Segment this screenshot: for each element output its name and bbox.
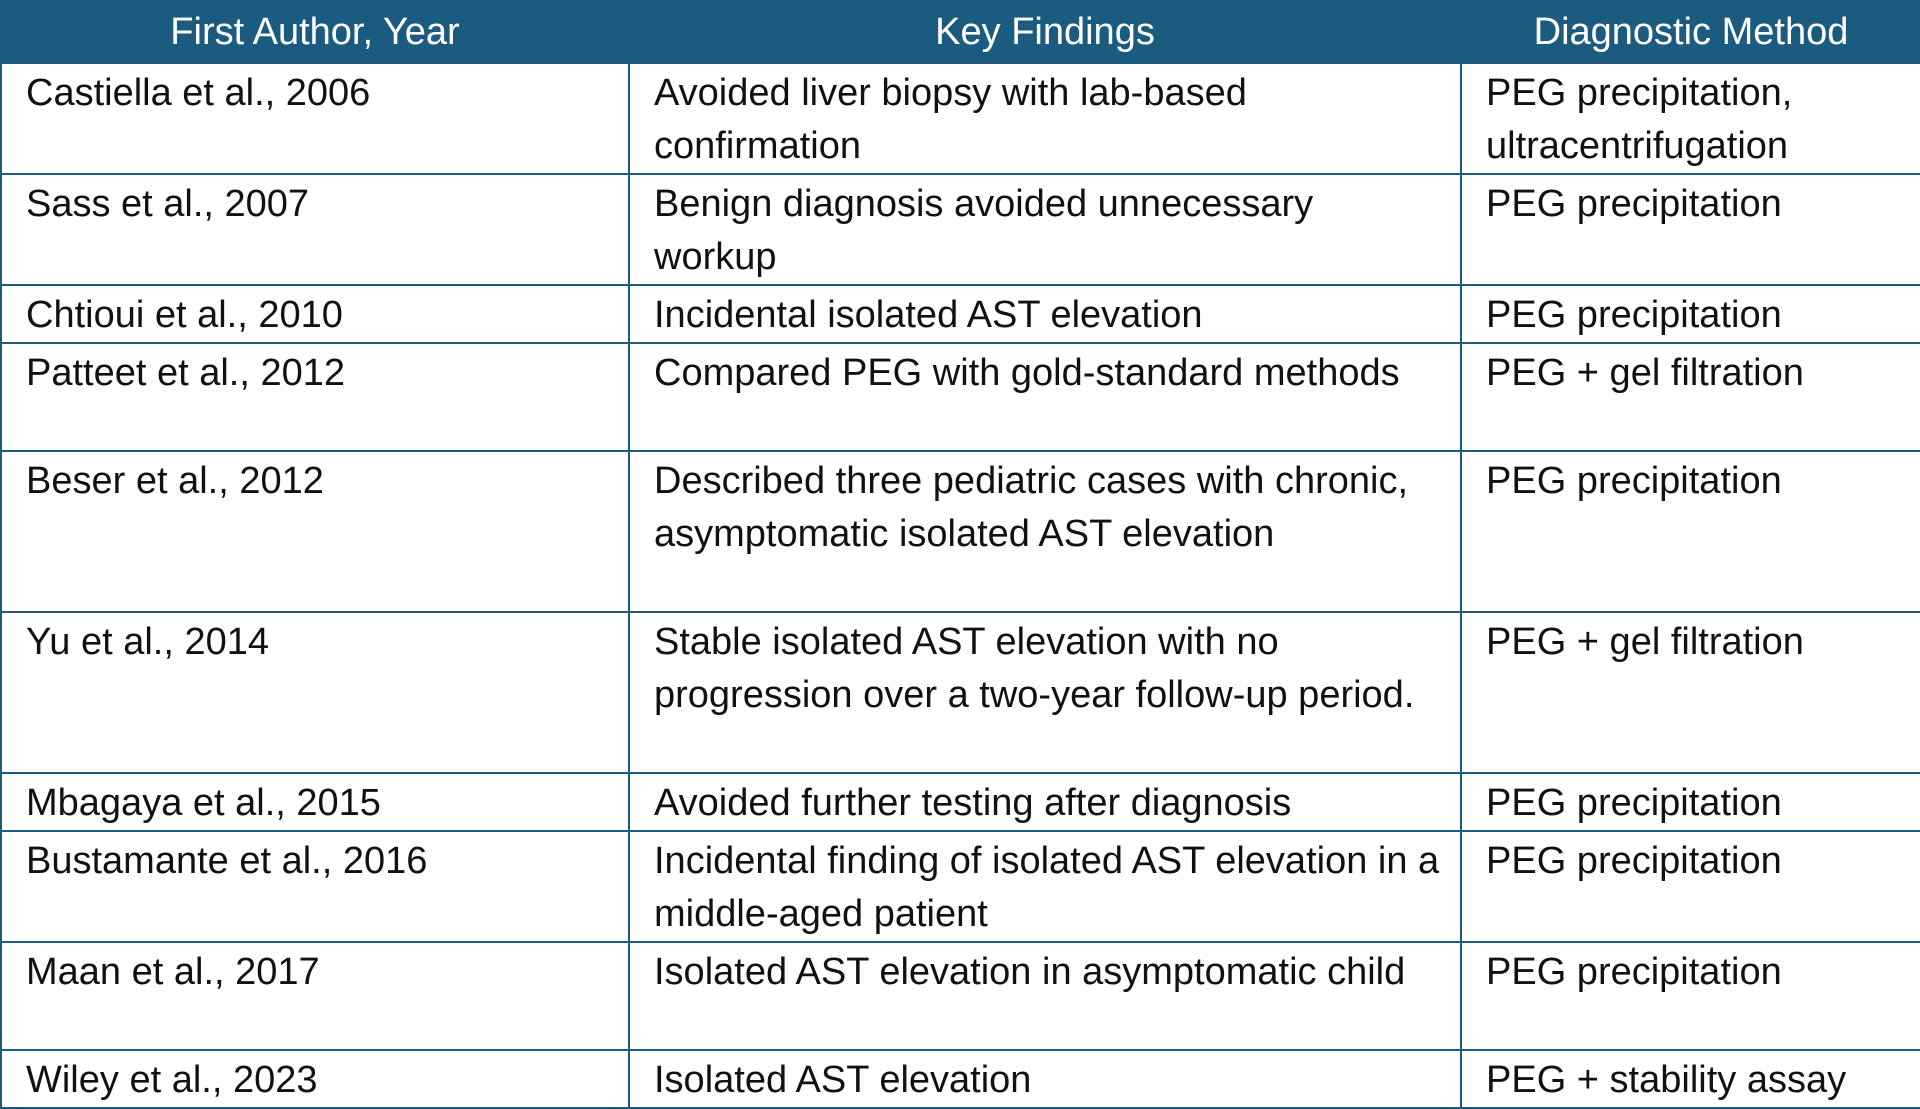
table-row: Sass et al., 2007 Benign diagnosis avoid… bbox=[0, 173, 1920, 286]
cell-key-findings: Avoided further testing after diagnosis bbox=[628, 772, 1462, 832]
cell-key-findings: Incidental finding of isolated AST eleva… bbox=[628, 830, 1462, 943]
table-row: Mbagaya et al., 2015 Avoided further tes… bbox=[0, 772, 1920, 832]
cell-diagnostic-method: PEG precipitation bbox=[1460, 941, 1920, 1051]
table-row: Beser et al., 2012 Described three pedia… bbox=[0, 450, 1920, 613]
table-row: Maan et al., 2017 Isolated AST elevation… bbox=[0, 941, 1920, 1051]
table-header-row: First Author, Year Key Findings Diagnost… bbox=[0, 0, 1920, 64]
header-diagnostic-method: Diagnostic Method bbox=[1460, 0, 1920, 64]
cell-diagnostic-method: PEG + gel filtration bbox=[1460, 342, 1920, 452]
cell-key-findings: Compared PEG with gold-standard methods bbox=[628, 342, 1462, 452]
cell-diagnostic-method: PEG precipitation bbox=[1460, 830, 1920, 943]
table-row: Chtioui et al., 2010 Incidental isolated… bbox=[0, 284, 1920, 344]
header-key-findings: Key Findings bbox=[628, 0, 1462, 64]
cell-author-year: Wiley et al., 2023 bbox=[0, 1049, 630, 1109]
cell-diagnostic-method: PEG + stability assay bbox=[1460, 1049, 1920, 1109]
table-row: Bustamante et al., 2016 Incidental findi… bbox=[0, 830, 1920, 943]
cell-diagnostic-method: PEG precipitation bbox=[1460, 173, 1920, 286]
cell-key-findings: Incidental isolated AST elevation bbox=[628, 284, 1462, 344]
cell-diagnostic-method: PEG precipitation bbox=[1460, 284, 1920, 344]
cell-key-findings: Avoided liver biopsy with lab-based conf… bbox=[628, 62, 1462, 175]
cell-diagnostic-method: PEG + gel filtration bbox=[1460, 611, 1920, 774]
header-first-author-year: First Author, Year bbox=[0, 0, 630, 64]
cell-diagnostic-method: PEG precipitation bbox=[1460, 772, 1920, 832]
cell-author-year: Castiella et al., 2006 bbox=[0, 62, 630, 175]
table-row: Wiley et al., 2023 Isolated AST elevatio… bbox=[0, 1049, 1920, 1109]
cell-author-year: Beser et al., 2012 bbox=[0, 450, 630, 613]
cell-author-year: Patteet et al., 2012 bbox=[0, 342, 630, 452]
cell-author-year: Mbagaya et al., 2015 bbox=[0, 772, 630, 832]
cell-author-year: Maan et al., 2017 bbox=[0, 941, 630, 1051]
table-row: Patteet et al., 2012 Compared PEG with g… bbox=[0, 342, 1920, 452]
cell-author-year: Bustamante et al., 2016 bbox=[0, 830, 630, 943]
cell-author-year: Sass et al., 2007 bbox=[0, 173, 630, 286]
cell-key-findings: Isolated AST elevation bbox=[628, 1049, 1462, 1109]
cell-diagnostic-method: PEG precipitation bbox=[1460, 450, 1920, 613]
cell-diagnostic-method: PEG precipitation, ultracentrifugation bbox=[1460, 62, 1920, 175]
cell-key-findings: Described three pediatric cases with chr… bbox=[628, 450, 1462, 613]
cell-key-findings: Isolated AST elevation in asymptomatic c… bbox=[628, 941, 1462, 1051]
cell-author-year: Yu et al., 2014 bbox=[0, 611, 630, 774]
cell-key-findings: Benign diagnosis avoided unnecessary wor… bbox=[628, 173, 1462, 286]
cell-author-year: Chtioui et al., 2010 bbox=[0, 284, 630, 344]
cell-key-findings: Stable isolated AST elevation with no pr… bbox=[628, 611, 1462, 774]
table-row: Yu et al., 2014 Stable isolated AST elev… bbox=[0, 611, 1920, 774]
table-row: Castiella et al., 2006 Avoided liver bio… bbox=[0, 62, 1920, 175]
